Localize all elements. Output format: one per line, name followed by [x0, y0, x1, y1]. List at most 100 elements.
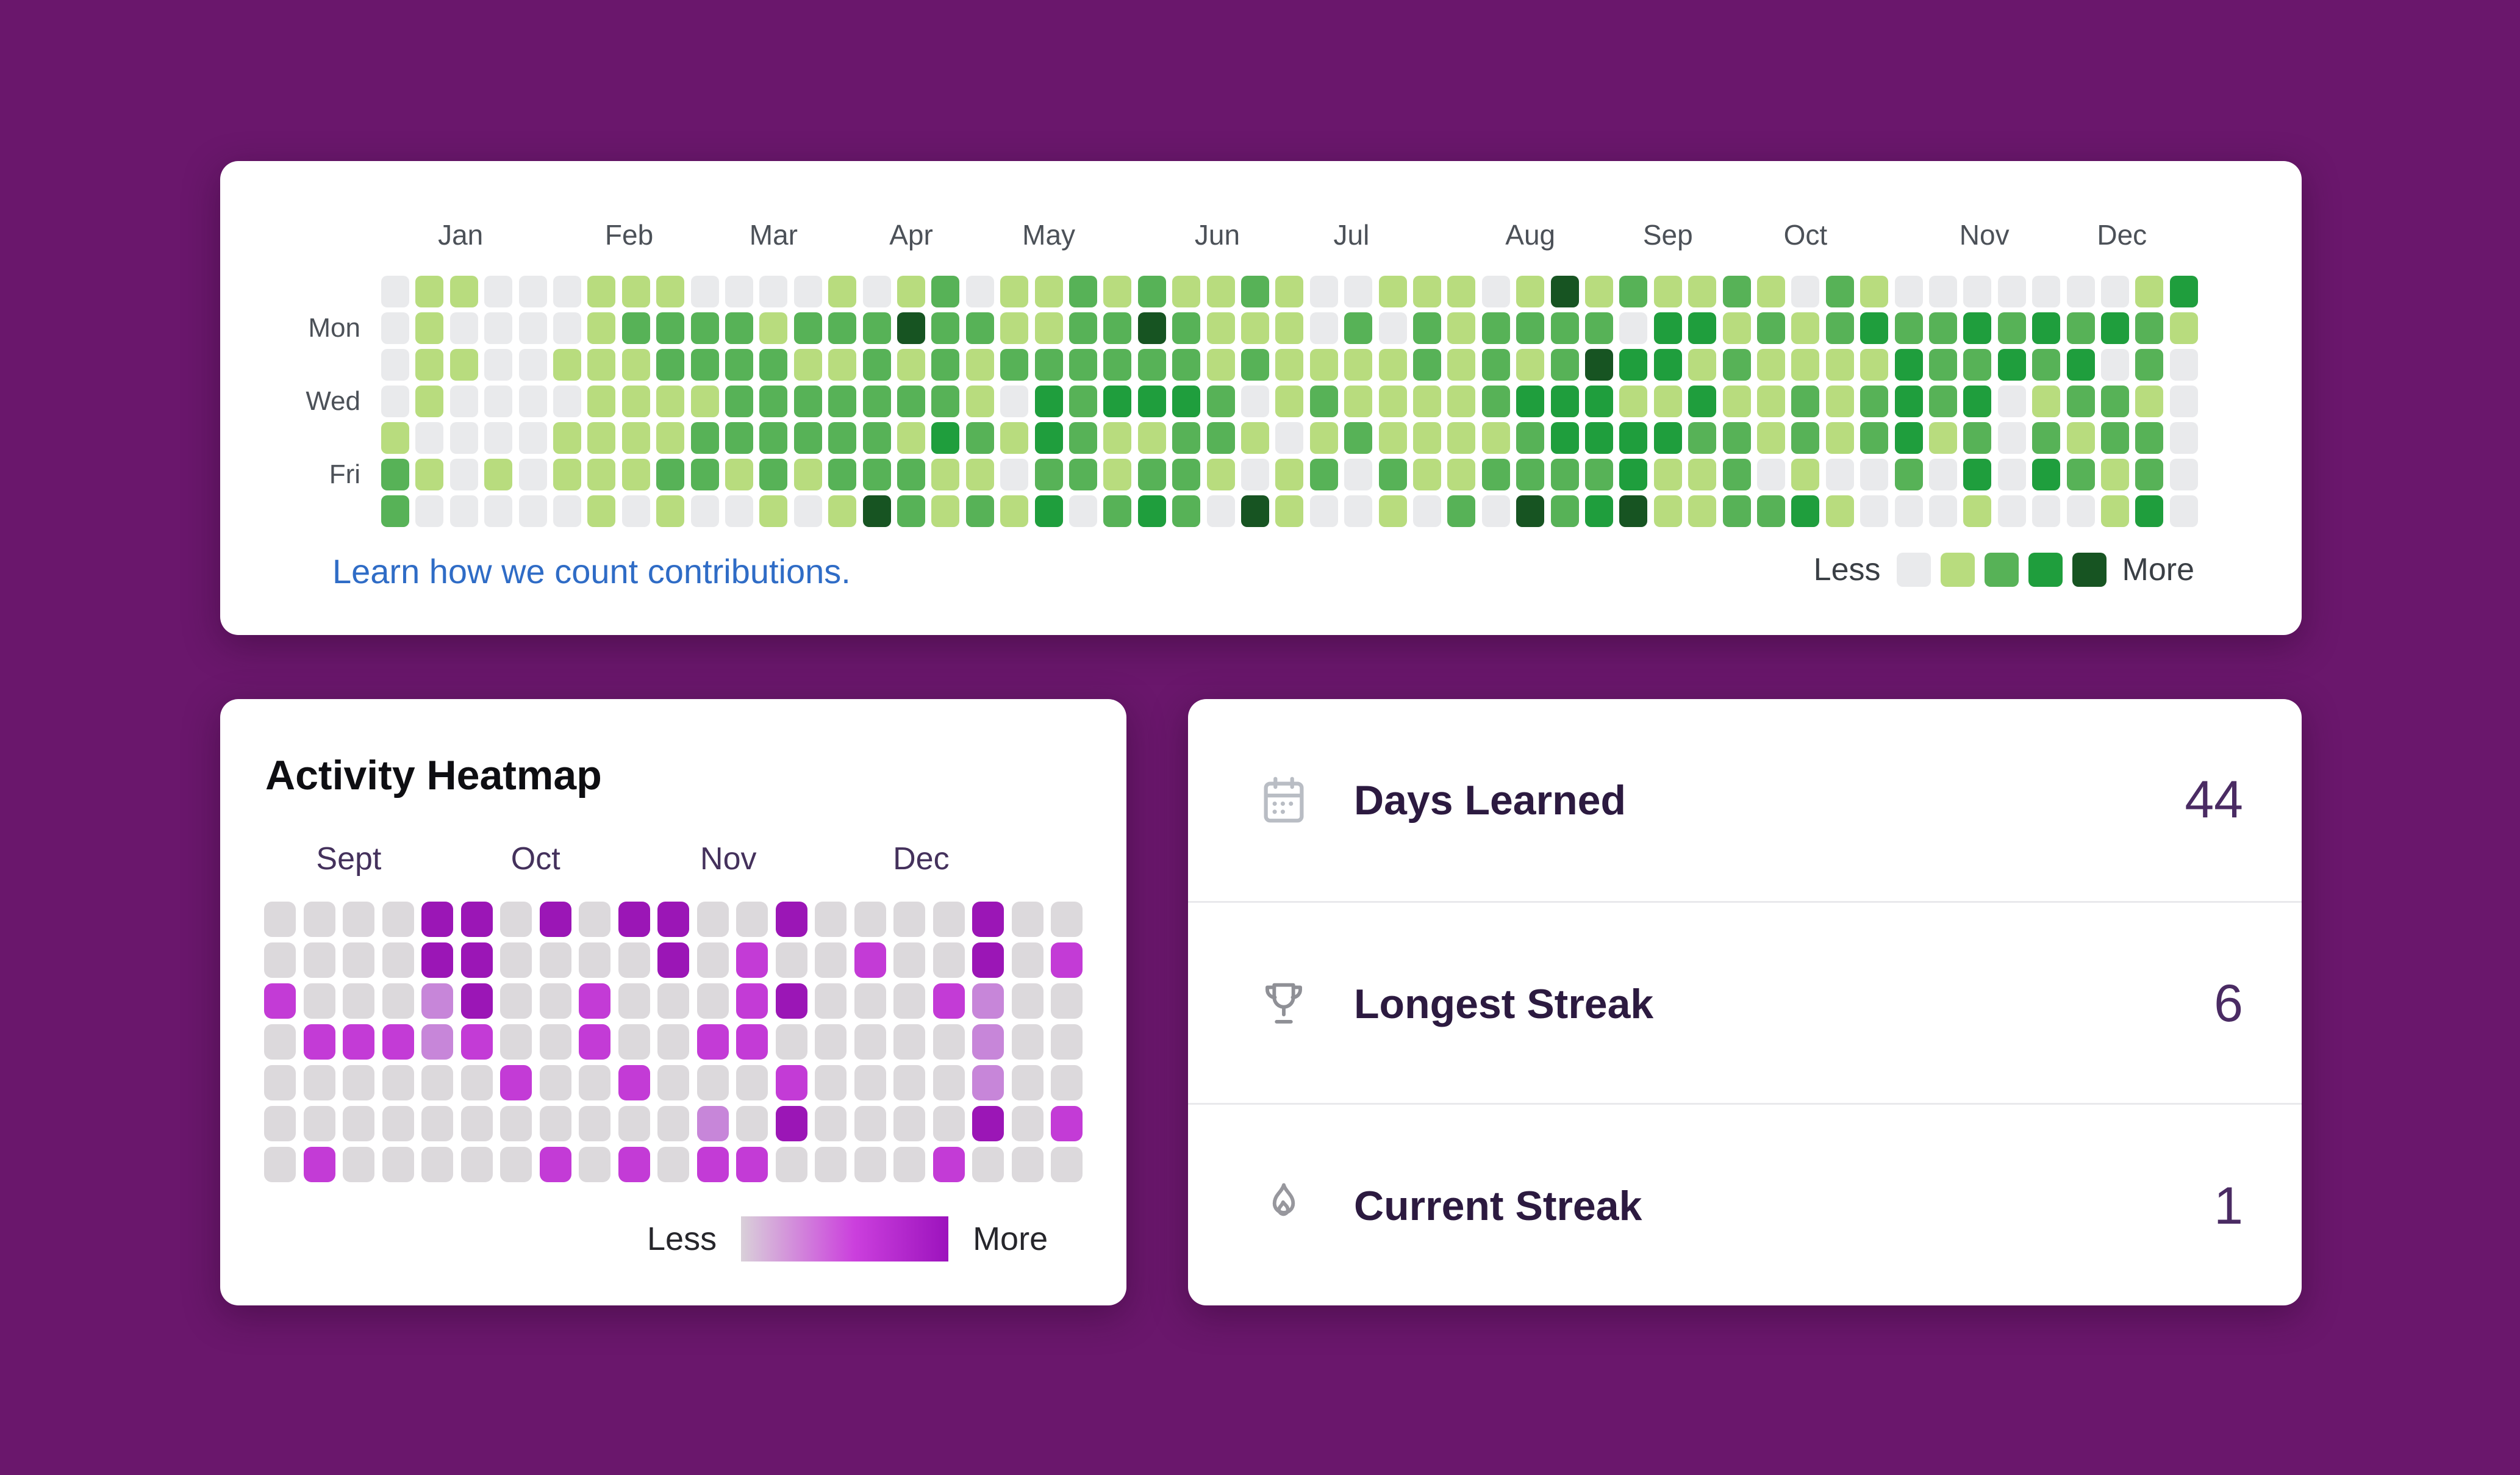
heatmap-cell — [421, 1065, 453, 1100]
heatmap-cell — [775, 902, 807, 937]
heatmap-cell — [343, 1024, 374, 1060]
heatmap-cell — [815, 902, 847, 937]
heatmap-cell — [415, 495, 444, 527]
heatmap-cell — [1011, 902, 1043, 937]
heatmap-cell — [449, 422, 478, 454]
heatmap-cell — [1447, 459, 1476, 490]
heatmap-cell — [1894, 495, 1923, 527]
heatmap-cell — [1413, 422, 1441, 454]
contributions-link[interactable]: Learn how we count contributions. — [332, 552, 851, 590]
heatmap-cell — [1997, 422, 2026, 454]
trophy-icon — [1255, 975, 1312, 1033]
heatmap-cell — [587, 495, 616, 527]
heatmap-cell — [690, 386, 719, 417]
heatmap-cell — [1688, 386, 1717, 417]
heatmap-cell — [657, 1024, 689, 1060]
heatmap-cell — [381, 312, 409, 344]
heatmap-cell — [1757, 495, 1785, 527]
heatmap-cell — [932, 1147, 965, 1182]
heatmap-cell — [656, 495, 685, 527]
heatmap-cell — [1860, 495, 1889, 527]
heatmap-cell — [1688, 312, 1717, 344]
heatmap-cell — [1757, 422, 1785, 454]
activity-heatmap-title: Activity Heatmap — [265, 752, 602, 799]
heatmap-cell — [1309, 422, 1338, 454]
heatmap-cell — [460, 983, 493, 1019]
heatmap-cell — [1516, 349, 1545, 381]
legend-gradient-bar — [741, 1216, 949, 1261]
heatmap-cell — [736, 942, 768, 978]
heatmap-cell — [854, 1065, 886, 1100]
heatmap-cell — [1585, 349, 1613, 381]
legend-less-label: Less — [1813, 552, 1881, 587]
heatmap-cell — [1481, 349, 1510, 381]
heatmap-cell — [1653, 349, 1682, 381]
heatmap-cell — [1378, 312, 1407, 344]
heatmap-cell — [1275, 459, 1304, 490]
heatmap-cell — [343, 942, 374, 978]
heatmap-cell — [1275, 312, 1304, 344]
heatmap-cell — [1137, 312, 1166, 344]
heatmap-cell — [657, 1065, 689, 1100]
heatmap-cell — [1963, 422, 1992, 454]
heatmap-cell — [460, 1106, 493, 1141]
heatmap-cell — [303, 902, 335, 937]
heatmap-cell — [2066, 349, 2095, 381]
heatmap-cell — [1860, 349, 1889, 381]
heatmap-cell — [1413, 312, 1441, 344]
heatmap-cell — [972, 1106, 1004, 1141]
heatmap-cell — [1722, 349, 1751, 381]
heatmap-cell — [656, 276, 685, 307]
heatmap-cell — [1929, 349, 1957, 381]
heatmap-cell — [1653, 312, 1682, 344]
heatmap-cell — [1447, 312, 1476, 344]
legend-more-label: More — [2122, 552, 2194, 587]
heatmap-cell — [759, 349, 788, 381]
heatmap-cell — [382, 902, 414, 937]
heatmap-cell — [1653, 386, 1682, 417]
month-label: Jan — [438, 219, 484, 251]
heatmap-cell — [793, 349, 822, 381]
heatmap-cell — [1997, 386, 2026, 417]
heatmap-cell — [579, 1106, 610, 1141]
heatmap-cell — [657, 1147, 689, 1182]
heatmap-cell — [972, 942, 1004, 978]
heatmap-cell — [539, 1065, 571, 1100]
legend-swatch — [2028, 553, 2063, 587]
heatmap-cell — [972, 902, 1004, 937]
heatmap-cell — [1997, 349, 2026, 381]
heatmap-cell — [932, 902, 965, 937]
heatmap-cell — [1378, 459, 1407, 490]
heatmap-cell — [932, 1024, 965, 1060]
heatmap-cell — [460, 1147, 493, 1182]
heatmap-cell — [1963, 459, 1992, 490]
heatmap-cell — [1550, 312, 1579, 344]
heatmap-cell — [421, 902, 453, 937]
heatmap-cell — [621, 422, 650, 454]
heatmap-cell — [1241, 276, 1269, 307]
stat-row-longest-streak: Longest Streak 6 — [1188, 901, 2302, 1105]
heatmap-cell — [2169, 422, 2198, 454]
heatmap-cell — [1653, 422, 1682, 454]
heatmap-cell — [264, 942, 296, 978]
heatmap-cell — [1619, 495, 1648, 527]
heatmap-cell — [449, 312, 478, 344]
heatmap-cell — [2066, 495, 2095, 527]
heatmap-cell — [2101, 386, 2129, 417]
month-label: Oct — [510, 841, 560, 877]
heatmap-cell — [587, 459, 616, 490]
legend-swatch — [2072, 553, 2107, 587]
heatmap-cell — [725, 312, 753, 344]
heatmap-cell — [690, 422, 719, 454]
heatmap-cell — [1000, 495, 1029, 527]
heatmap-cell — [893, 1147, 925, 1182]
heatmap-cell — [553, 495, 581, 527]
heatmap-cell — [1688, 276, 1717, 307]
heatmap-cell — [1481, 422, 1510, 454]
heatmap-cell — [736, 983, 768, 1019]
heatmap-cell — [2135, 349, 2164, 381]
heatmap-cell — [897, 495, 925, 527]
heatmap-cell — [1791, 459, 1820, 490]
heatmap-cell — [854, 1106, 886, 1141]
heatmap-cell — [2066, 422, 2095, 454]
